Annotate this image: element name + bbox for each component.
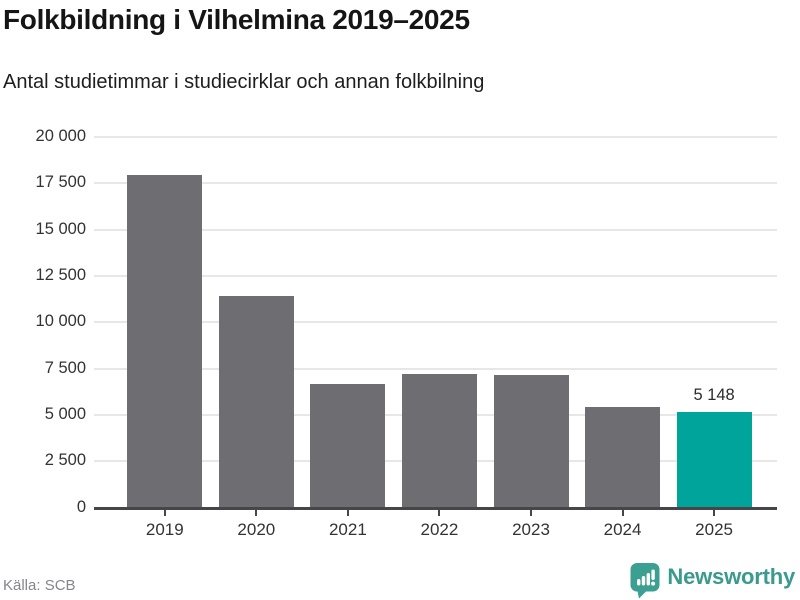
bar-2020	[218, 296, 294, 508]
bar-2023	[493, 375, 569, 508]
x-axis-label-2021: 2021	[328, 520, 367, 539]
bar-2019	[127, 174, 203, 508]
bar-2024	[585, 407, 661, 508]
chart-subtitle: Antal studietimmar i studiecirklar och a…	[3, 71, 485, 93]
x-axis-tick	[621, 510, 624, 516]
x-axis-label-2020: 2020	[237, 520, 276, 539]
y-axis-tick-label: 20 000	[35, 127, 86, 145]
bar-2025	[676, 412, 752, 508]
y-axis-tick-label: 7 500	[44, 358, 86, 377]
bar-2021	[310, 384, 386, 508]
bar-value-label-2025: 5 148	[693, 386, 735, 405]
x-axis-tick	[438, 510, 441, 516]
y-axis-tick-label: 0	[76, 497, 86, 516]
x-axis-label-2022: 2022	[420, 520, 459, 539]
chart-title: Folkbildning i Vilhelmina 2019–2025	[3, 4, 470, 35]
bar-2022	[401, 374, 477, 508]
gridline-17500	[94, 182, 777, 185]
gridline-12500	[94, 274, 777, 277]
x-axis-tick	[255, 510, 258, 516]
x-axis-label-2024: 2024	[603, 520, 642, 539]
y-axis-tick-label: 17 500	[35, 173, 86, 192]
newsworthy-wordmark: Newsworthy	[667, 564, 795, 589]
x-axis-line	[94, 507, 777, 510]
newsworthy-logo-icon	[630, 563, 660, 599]
gridline-20000	[94, 136, 777, 138]
x-axis-label-2023: 2023	[512, 520, 550, 539]
y-axis-tick-label: 10 000	[35, 312, 86, 331]
x-axis-tick	[163, 510, 166, 516]
x-axis-tick	[346, 510, 349, 516]
source-note: Källa: SCB	[3, 577, 76, 594]
y-axis-tick-label: 15 000	[35, 219, 86, 238]
y-axis-tick-label: 12 500	[35, 265, 86, 284]
gridline-7500	[94, 367, 777, 370]
newsworthy-logo-link[interactable]: Newsworthy	[630, 562, 795, 599]
x-axis-tick	[530, 510, 532, 516]
x-axis-label-2025: 2025	[695, 520, 733, 539]
y-axis-tick-label: 2 500	[44, 451, 86, 470]
x-axis-label-2019: 2019	[145, 520, 184, 539]
gridline-15000	[94, 228, 777, 231]
y-axis-tick-label: 5 000	[44, 404, 86, 423]
gridline-10000	[94, 321, 777, 324]
x-axis-tick	[713, 510, 716, 516]
